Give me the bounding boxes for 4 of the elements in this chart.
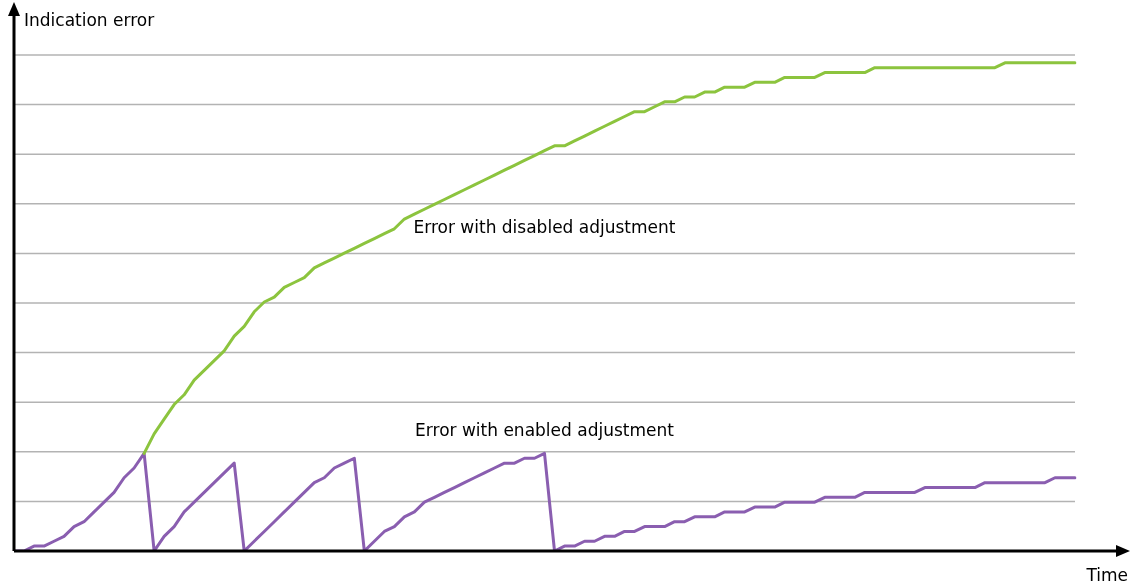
series-label: Error with enabled adjustment <box>415 420 675 441</box>
y-axis-title: Indication error <box>24 10 155 31</box>
series-label: Error with disabled adjustment <box>413 217 676 238</box>
x-axis-title: Time <box>1085 565 1128 586</box>
